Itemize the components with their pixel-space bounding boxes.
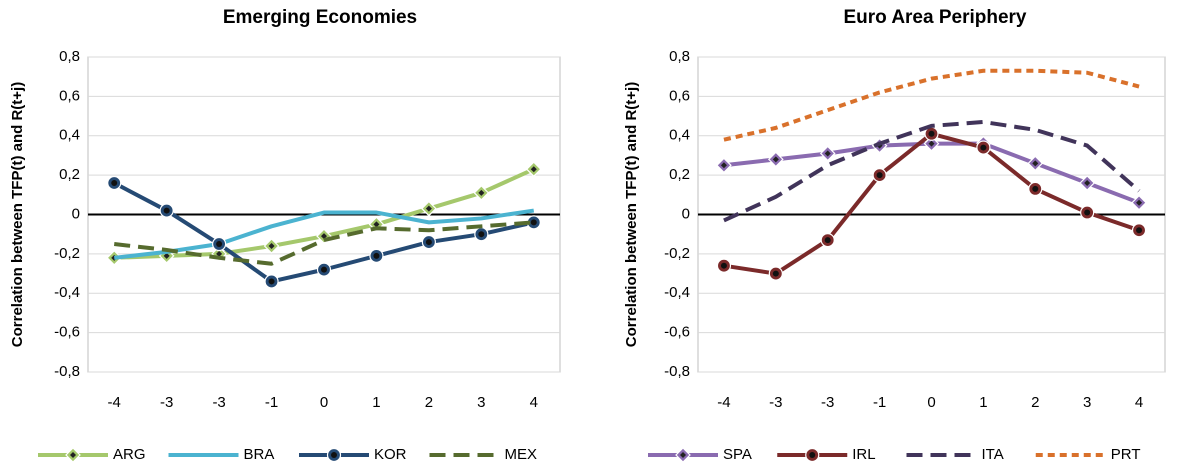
y-tick-label: 0,6 [59,87,80,104]
marker-center [1032,185,1039,192]
y-tick-label: 0,4 [669,127,690,144]
y-tick-label: 0,2 [669,166,690,183]
marker-center [720,162,727,169]
legend-label: IRL [852,446,875,463]
x-tick-label: 1 [979,394,987,411]
marker-center [321,266,327,273]
marker-center [425,239,432,246]
marker-center [876,172,883,179]
y-tick-label: -0,8 [54,363,80,380]
marker-center [1136,227,1143,234]
x-tick-label: -1 [265,394,278,411]
y-tick-label: -0,6 [54,324,80,341]
series-line [723,141,1140,205]
legend-label: ARG [113,446,146,463]
x-tick-label: -4 [717,394,730,411]
legend-label: KOR [374,446,407,463]
marker-center [268,278,275,285]
y-tick-label: -0,2 [664,245,690,262]
y-axis-label: Correlation between TFP(t) and R(t+j) [623,82,640,347]
marker-center [824,237,831,244]
marker-center [1136,199,1143,206]
marker-center [772,270,779,277]
y-tick-label: 0 [72,205,80,222]
y-tick-label: 0,6 [669,87,690,104]
y-tick-label: -0,2 [54,245,80,262]
marker-center [1084,209,1091,216]
y-tick-label: 0,8 [669,48,690,65]
marker-center [216,250,223,257]
chart-title: Emerging Economies [223,7,417,28]
legend-label: MEX [505,446,538,463]
marker-center [680,452,686,458]
y-tick-label: 0,2 [59,166,80,183]
legend-label: PRT [1111,446,1141,463]
marker-center [928,130,935,137]
series-line [723,119,1141,223]
x-tick-label: 4 [530,394,538,411]
marker-center [321,233,327,240]
y-axis-label: Correlation between TFP(t) and R(t+j) [9,82,26,347]
x-tick-label: -3 [212,394,225,411]
series-line [113,220,534,266]
marker-center [720,262,727,269]
marker-center [163,207,170,214]
marker-center [530,219,537,226]
x-tick-label: -1 [873,394,886,411]
x-tick-label: -3 [821,394,834,411]
chart-title: Euro Area Periphery [843,7,1026,28]
marker-center [1032,160,1039,167]
chart: Emerging Economies Correlation between TF… [9,7,561,463]
legend-label: ITA [982,446,1004,463]
marker-center [70,452,76,458]
y-tick-label: -0,4 [664,284,690,301]
marker-center [980,144,987,151]
marker-center [824,150,831,157]
x-tick-label: 1 [372,394,380,411]
marker-center [478,189,485,196]
series-line [113,208,535,260]
marker-center [373,221,380,228]
marker-center [216,241,223,248]
x-tick-label: -4 [108,394,121,411]
x-tick-label: 2 [425,394,433,411]
series-line [723,131,1140,276]
y-tick-label: 0 [682,205,690,222]
marker-center [772,156,779,163]
marker-center [1084,180,1091,186]
x-tick-label: 2 [1031,394,1039,411]
x-tick-label: -3 [160,394,173,411]
marker-center [111,180,118,186]
marker-center [331,452,337,458]
y-tick-label: -0,6 [664,324,690,341]
chart: Euro Area Periphery Correlation between T… [623,7,1166,463]
y-tick-label: 0,4 [59,127,80,144]
marker-center [809,452,816,458]
marker-center [530,166,537,173]
x-tick-label: 0 [320,394,328,411]
marker-center [478,231,485,238]
y-tick-label: 0,8 [59,48,80,65]
x-tick-label: 4 [1135,394,1143,411]
marker-center [373,252,380,259]
legend-label: BRA [244,446,275,463]
marker-center [163,252,170,259]
marker-center [928,140,935,147]
y-tick-label: -0,8 [664,363,690,380]
x-tick-label: -3 [769,394,782,411]
x-tick-label: 0 [927,394,935,411]
legend-label: SPA [723,446,752,463]
x-tick-label: 3 [1083,394,1091,411]
x-tick-label: 3 [477,394,485,411]
marker-center [268,243,275,249]
marker-center [425,205,432,212]
y-tick-label: -0,4 [54,284,80,301]
series-line [723,68,1140,142]
